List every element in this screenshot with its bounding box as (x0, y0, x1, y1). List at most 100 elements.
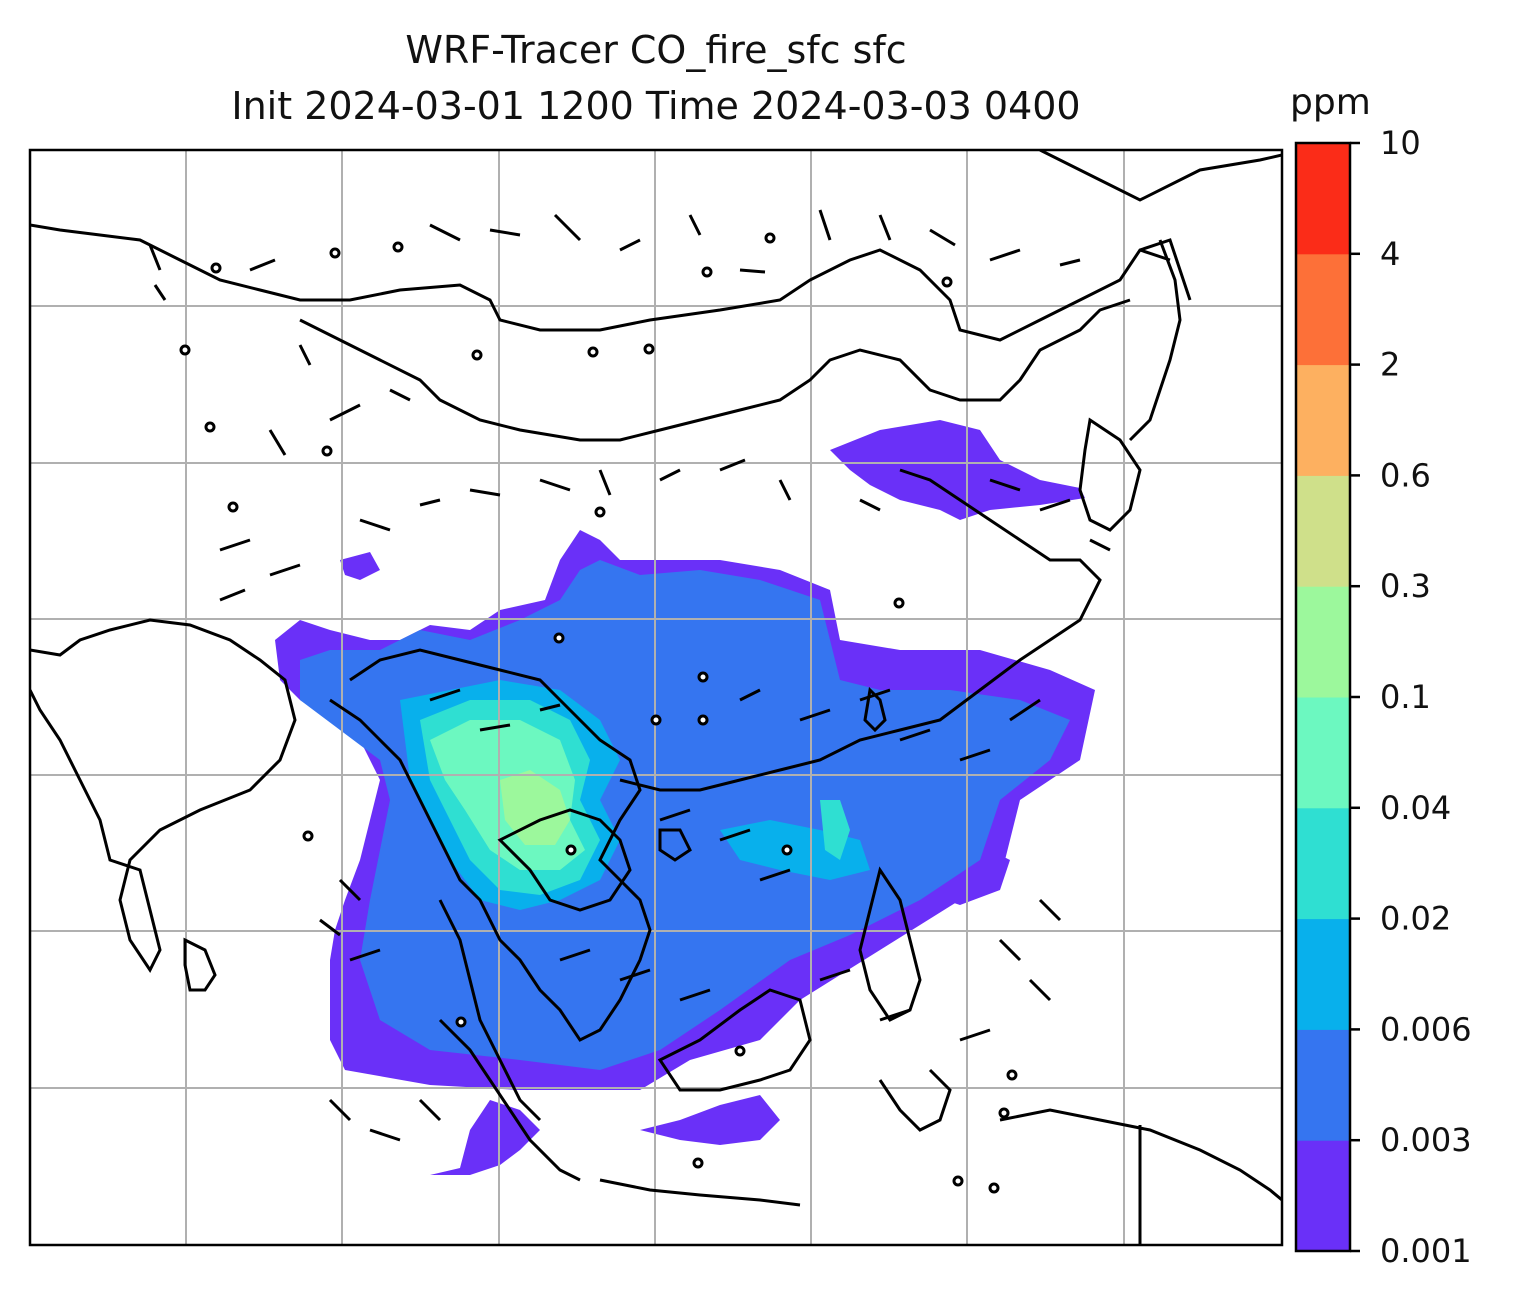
colorbar-tick-label: 10 (1380, 124, 1421, 162)
wind-barb (328, 1098, 442, 1142)
wind-barb (249, 258, 312, 366)
calm-marker (764, 232, 776, 244)
wind-barb (539, 468, 681, 496)
colorbar-segment (1296, 253, 1350, 366)
calm-marker (594, 506, 606, 518)
gulf-of-thailand (497, 808, 632, 912)
calm-marker (587, 346, 599, 358)
colorbar-segment (1296, 475, 1350, 587)
calm-marker (302, 830, 314, 842)
calm-marker (553, 632, 565, 644)
calm-marker (455, 1016, 467, 1028)
colorbar-segment (1296, 1140, 1350, 1252)
map-gridlines (30, 150, 1282, 1245)
calm-marker (998, 1107, 1010, 1119)
calm-marker (697, 671, 709, 683)
colorbar-unit-label: ppm (1290, 82, 1371, 123)
wind-barbs (148, 209, 1171, 1142)
map-title-line2: Init 2024-03-01 1200 Time 2024-03-03 040… (231, 84, 1081, 128)
indochina-coast (329, 648, 652, 1042)
calm-marker (701, 266, 713, 278)
wind-barb (268, 388, 411, 456)
wind-barb (659, 808, 791, 882)
philippines (858, 866, 922, 1022)
colorbar-tick-label: 0.001 (1380, 1232, 1472, 1270)
calm-marker (471, 349, 483, 361)
java (599, 1178, 801, 1207)
colorbar-tick-label: 0.02 (1380, 900, 1451, 938)
calm-marker (643, 343, 655, 355)
malay-peninsula (438, 899, 542, 1122)
wind-barb (148, 244, 167, 301)
calm-marker (321, 445, 333, 457)
wind-barb (989, 478, 1111, 552)
colorbar-segment (1296, 364, 1350, 476)
calm-marker (893, 597, 905, 609)
colorbar-segment (1296, 918, 1350, 1030)
wind-barb (219, 538, 301, 602)
calm-marker (952, 1175, 964, 1187)
calm-marker (781, 844, 793, 856)
wind-barb (739, 688, 891, 722)
colorbar-tick-label: 0.3 (1380, 567, 1431, 605)
calm-marker (565, 844, 577, 856)
central-asia-border (30, 223, 1192, 342)
calm-marker (179, 344, 191, 356)
wind-barb (719, 458, 881, 512)
colorbar: 0.001 0.003 0.006 0.02 0.04 0.1 0.3 0.6 2 4 10 (1294, 124, 1472, 1270)
wind-barb (429, 688, 561, 732)
wind-barb (998, 898, 1062, 1002)
wind-barb (818, 209, 956, 247)
wind-barb (989, 248, 1171, 267)
plume-level-0.1 (500, 770, 570, 845)
korea-peninsula (1078, 417, 1142, 532)
hainan (658, 828, 692, 862)
india-coastline (30, 618, 297, 973)
calm-marker (941, 276, 953, 288)
calm-wind-markers (179, 232, 1018, 1194)
colorbar-tick-label: 0.006 (1380, 1010, 1472, 1048)
calm-marker (988, 1182, 1000, 1194)
coastlines-and-borders (30, 150, 1282, 1245)
wind-barb (559, 948, 711, 1002)
colorbar-tick-label: 2 (1380, 346, 1400, 384)
calm-marker (204, 421, 216, 433)
taiwan (863, 686, 887, 733)
wind-barb (429, 213, 582, 242)
map-frame (28, 148, 1284, 1247)
wind-barb (359, 488, 501, 532)
wind-barb (319, 878, 381, 962)
colorbar-segment (1296, 143, 1350, 255)
calm-marker (210, 262, 222, 274)
colorbar-segment (1296, 1029, 1350, 1141)
calm-marker (650, 714, 662, 726)
colorbar-tick-label: 0.003 (1380, 1121, 1472, 1159)
colorbar-segment (1296, 697, 1350, 809)
china-mongolia-border (299, 298, 1131, 442)
sumatra (438, 1018, 581, 1182)
wind-barb (899, 698, 1041, 762)
china-east-coast (619, 468, 1102, 792)
borneo (657, 988, 812, 1092)
sri-lanka (183, 937, 217, 992)
colorbar-segment (1296, 807, 1350, 920)
sulawesi (878, 1068, 952, 1132)
colorbar-tick-label: 4 (1380, 235, 1400, 273)
calm-marker (329, 247, 341, 259)
colorbar-segment (1296, 586, 1350, 698)
new-guinea (999, 1108, 1282, 1245)
wind-barb (619, 214, 766, 274)
japan-outline (1039, 150, 1282, 442)
tracer-concentration-field (275, 420, 1095, 1175)
calm-marker (1006, 1069, 1018, 1081)
plume-level-0.001-north (830, 420, 1085, 520)
calm-marker (227, 501, 239, 513)
calm-marker (692, 1157, 704, 1169)
map-title-line1: WRF-Tracer CO_fire_sfc sfc (405, 28, 907, 72)
plume-level-0.003 (300, 560, 1070, 1070)
calm-marker (734, 1045, 746, 1057)
calm-marker (697, 714, 709, 726)
wind-barb (819, 968, 991, 1042)
